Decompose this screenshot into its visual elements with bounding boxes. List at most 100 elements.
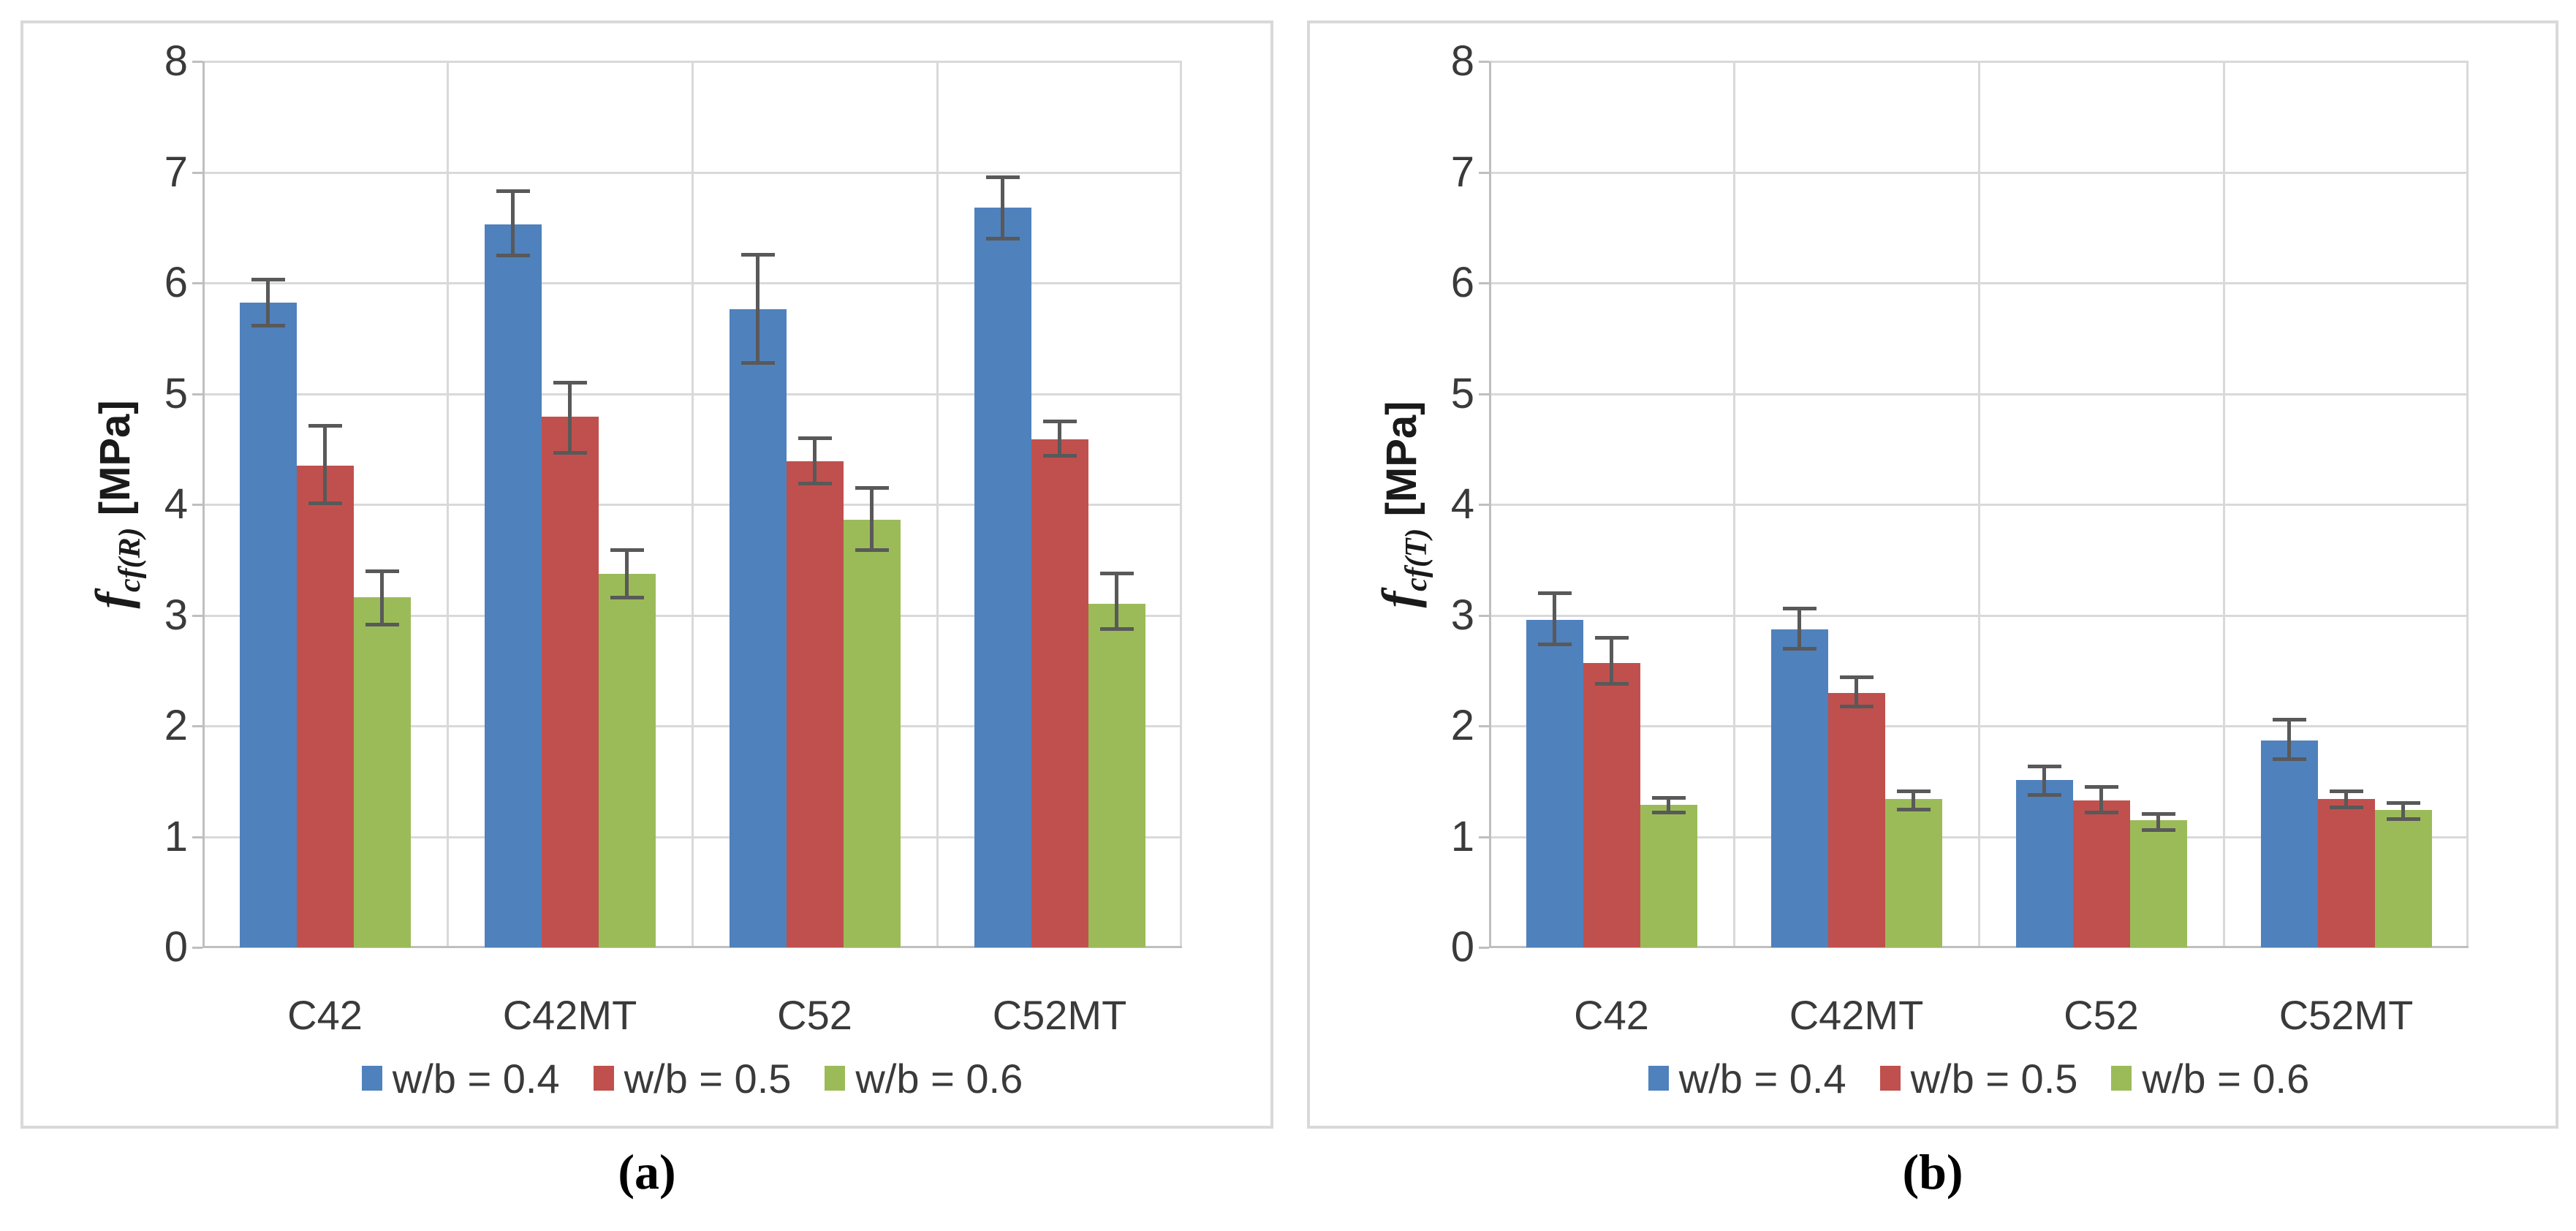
error-bar-cap-bottom-C42-series-2 bbox=[1651, 811, 1686, 815]
error-bar-cap-bottom-C52MT-series-2 bbox=[1099, 626, 1134, 631]
error-bar-cap-top-C42MT-series-1 bbox=[553, 381, 587, 385]
error-bar-cap-top-C42MT-series-1 bbox=[1839, 675, 1874, 680]
error-bar-cap-top-C52-series-2 bbox=[2141, 811, 2175, 816]
bar-C42MT-series-0 bbox=[1770, 629, 1828, 947]
legend-label-2: w/b = 0.6 bbox=[2142, 1055, 2310, 1102]
error-bar-line-C52MT-series-0 bbox=[1001, 176, 1004, 239]
error-bar-cap-top-C52-series-0 bbox=[740, 252, 775, 257]
x-axis-label-C42: C42 bbox=[287, 992, 363, 1038]
bar-C52-series-0 bbox=[2015, 780, 2073, 947]
y-tick-mark-6 bbox=[1479, 282, 1489, 284]
y-tick-mark-0 bbox=[192, 947, 202, 949]
error-bar-cap-bottom-C42-series-1 bbox=[1594, 682, 1629, 686]
error-bar-line-C52-series-0 bbox=[756, 254, 759, 363]
error-bar-cap-top-C42-series-1 bbox=[1594, 635, 1629, 640]
error-bar-line-C42MT-series-2 bbox=[625, 550, 629, 598]
legend-item-1: w/b = 0.5 bbox=[593, 1055, 791, 1102]
error-bar-cap-top-C52MT-series-0 bbox=[985, 175, 1020, 179]
error-bar-cap-top-C52MT-series-1 bbox=[2329, 789, 2363, 794]
gridline-x-1 bbox=[1732, 61, 1735, 947]
bar-C42-series-2 bbox=[1640, 804, 1697, 947]
error-bar-cap-top-C52-series-1 bbox=[2084, 785, 2118, 789]
bar-C52-series-2 bbox=[843, 520, 901, 947]
error-bar-cap-bottom-C52MT-series-2 bbox=[2386, 817, 2420, 822]
x-axis-line bbox=[1489, 946, 2469, 948]
error-bar-cap-bottom-C42MT-series-0 bbox=[1782, 646, 1817, 651]
error-bar-cap-top-C52MT-series-1 bbox=[1042, 420, 1077, 424]
error-bar-cap-bottom-C52-series-0 bbox=[740, 361, 775, 365]
error-bar-line-C52-series-1 bbox=[813, 438, 817, 484]
error-bar-line-C42-series-2 bbox=[1667, 798, 1670, 813]
legend-label-2: w/b = 0.6 bbox=[855, 1055, 1023, 1102]
bar-C52-series-2 bbox=[2129, 819, 2187, 947]
legend-label-0: w/b = 0.4 bbox=[1678, 1055, 1846, 1102]
y-tick-label-6: 6 bbox=[1450, 259, 1474, 306]
error-bar-line-C52MT-series-2 bbox=[1115, 572, 1118, 629]
bar-C52-series-1 bbox=[786, 461, 844, 947]
y-tick-mark-8 bbox=[1479, 61, 1489, 63]
legend-swatch-icon-1 bbox=[593, 1066, 614, 1091]
y-axis-line bbox=[1489, 61, 1491, 947]
error-bar-cap-bottom-C52MT-series-0 bbox=[2272, 757, 2306, 762]
y-tick-label-7: 7 bbox=[1450, 148, 1474, 196]
x-axis-label-C42MT: C42MT bbox=[502, 992, 637, 1038]
error-bar-cap-bottom-C42MT-series-1 bbox=[1839, 704, 1874, 708]
error-bar-line-C52MT-series-1 bbox=[1058, 421, 1061, 456]
error-bar-cap-bottom-C42-series-2 bbox=[365, 622, 399, 626]
plot-area-b bbox=[1489, 61, 2469, 948]
bar-C42-series-1 bbox=[296, 465, 354, 947]
error-bar-cap-top-C42-series-0 bbox=[1537, 591, 1572, 596]
y-tick-label-1: 1 bbox=[164, 812, 188, 860]
chart-panel-b: fcf(T) [MPa] w/b = 0.4 w/b = 0.5 w/b = 0.6… bbox=[1307, 20, 2558, 1129]
bar-C52MT-series-0 bbox=[974, 207, 1031, 947]
error-bar-cap-bottom-C42-series-0 bbox=[251, 323, 285, 327]
error-bar-cap-top-C42-series-2 bbox=[365, 569, 399, 573]
x-axis-label-C52: C52 bbox=[777, 992, 852, 1038]
x-axis-label-C42MT: C42MT bbox=[1789, 992, 1924, 1038]
y-tick-mark-4 bbox=[192, 504, 202, 506]
gridline-x-3 bbox=[2222, 61, 2225, 947]
bar-C52MT-series-2 bbox=[2374, 810, 2432, 947]
error-bar-line-C42-series-1 bbox=[323, 425, 327, 504]
legend-item-2: w/b = 0.6 bbox=[825, 1055, 1023, 1102]
y-tick-label-8: 8 bbox=[1450, 37, 1474, 85]
gridline-x-4 bbox=[1180, 61, 1182, 947]
bar-C52-series-0 bbox=[729, 309, 787, 947]
legend-label-0: w/b = 0.4 bbox=[392, 1055, 560, 1102]
panel-caption-a: (a) bbox=[618, 1144, 676, 1200]
error-bar-cap-top-C52-series-1 bbox=[798, 436, 832, 441]
y-axis-subscript-a: cf(R) bbox=[113, 527, 147, 592]
error-bar-cap-bottom-C42-series-1 bbox=[308, 501, 342, 506]
y-tick-label-7: 7 bbox=[164, 148, 188, 196]
error-bar-line-C52-series-1 bbox=[2099, 787, 2103, 813]
legend-label-1: w/b = 0.5 bbox=[1910, 1055, 2078, 1102]
y-tick-label-5: 5 bbox=[164, 369, 188, 417]
error-bar-cap-bottom-C52-series-2 bbox=[2141, 828, 2175, 833]
bar-C42-series-2 bbox=[353, 597, 411, 947]
legend-swatch-icon-2 bbox=[825, 1066, 846, 1091]
y-tick-label-4: 4 bbox=[164, 480, 188, 528]
error-bar-line-C42MT-series-2 bbox=[1912, 791, 1915, 809]
error-bar-line-C42-series-2 bbox=[380, 570, 384, 624]
error-bar-cap-bottom-C42MT-series-1 bbox=[553, 450, 587, 455]
error-bar-cap-bottom-C52-series-1 bbox=[798, 482, 832, 486]
y-tick-mark-7 bbox=[1479, 171, 1489, 174]
error-bar-cap-top-C42MT-series-0 bbox=[496, 189, 530, 194]
gridline-x-3 bbox=[936, 61, 939, 947]
x-axis-line bbox=[202, 946, 1182, 948]
error-bar-cap-top-C42MT-series-2 bbox=[1896, 789, 1931, 794]
bar-C42MT-series-2 bbox=[1884, 798, 1942, 947]
x-axis-label-C52MT: C52MT bbox=[992, 992, 1127, 1038]
bar-C42-series-1 bbox=[1583, 662, 1640, 947]
legend-item-1: w/b = 0.5 bbox=[1879, 1055, 2078, 1102]
y-tick-label-3: 3 bbox=[1450, 591, 1474, 639]
y-tick-mark-6 bbox=[192, 282, 202, 284]
legend-swatch-icon-0 bbox=[1648, 1066, 1669, 1091]
bar-C42-series-0 bbox=[239, 303, 297, 947]
error-bar-cap-top-C42-series-0 bbox=[251, 278, 285, 282]
error-bar-line-C42-series-1 bbox=[1610, 637, 1613, 684]
error-bar-line-C52-series-2 bbox=[2156, 813, 2160, 830]
error-bar-cap-bottom-C42MT-series-2 bbox=[1896, 807, 1931, 811]
legend-swatch-icon-1 bbox=[1879, 1066, 1901, 1091]
